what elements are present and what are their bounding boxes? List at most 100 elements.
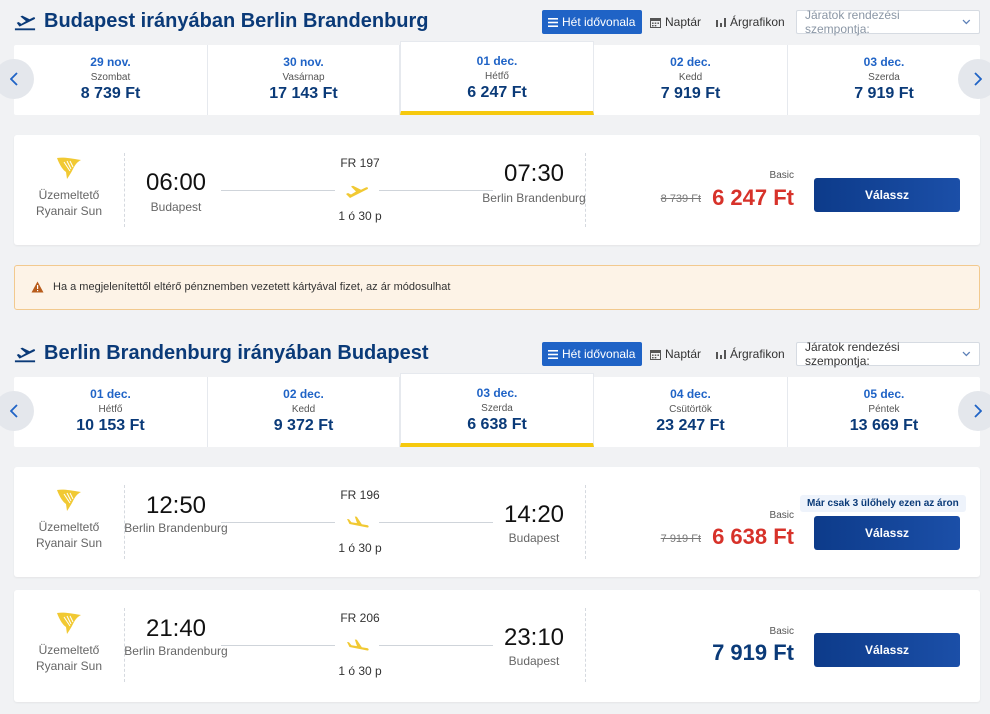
- bar-chart-icon: [716, 18, 726, 27]
- date-label: 30 nov.: [283, 55, 324, 69]
- weekday-label: Hétfő: [485, 71, 509, 82]
- date-option-selected[interactable]: 01 dec. Hétfő 6 247 Ft: [400, 41, 594, 115]
- next-dates-button[interactable]: [958, 59, 990, 99]
- plane-takeoff-icon: [14, 15, 36, 31]
- chevron-left-icon: [10, 72, 18, 86]
- flight-duration: 1 ó 30 p: [338, 664, 382, 678]
- operator-name: Ryanair Sun: [35, 204, 103, 218]
- route-line: [221, 190, 335, 191]
- warning-text: Ha a megjelenítettől eltérő pénznemben v…: [53, 281, 451, 293]
- price-chart-label: Árgrafikon: [730, 15, 785, 29]
- operator-label: Üzemeltető: [38, 520, 100, 534]
- operator-name: Ryanair Sun: [35, 536, 103, 550]
- divider: [124, 608, 125, 682]
- week-timeline-label: Hét idővonala: [562, 347, 636, 361]
- week-timeline-button[interactable]: Hét idővonala: [542, 10, 642, 34]
- date-label: 05 dec.: [863, 387, 905, 401]
- date-price: 7 919 Ft: [854, 85, 914, 102]
- date-option-selected[interactable]: 03 dec. Szerda 6 638 Ft: [400, 373, 594, 447]
- date-option[interactable]: 29 nov. Szombat 8 739 Ft: [14, 45, 208, 115]
- weekday-label: Kedd: [291, 404, 316, 415]
- inbound-date-strip: 01 dec. Hétfő 10 153 Ft 02 dec. Kedd 9 3…: [0, 373, 990, 447]
- date-option[interactable]: 02 dec. Kedd 7 919 Ft: [594, 45, 788, 115]
- date-option[interactable]: 30 nov. Vasárnap 17 143 Ft: [208, 45, 400, 115]
- price-chart-button[interactable]: Árgrafikon: [710, 10, 791, 34]
- operator-label: Üzemeltető: [38, 643, 100, 657]
- calendar-label: Naptár: [665, 347, 702, 361]
- prev-dates-button[interactable]: [0, 59, 34, 99]
- date-label: 03 dec.: [863, 55, 905, 69]
- date-option[interactable]: 04 dec. Csütörtök 23 247 Ft: [594, 377, 788, 447]
- weekday-label: Péntek: [868, 404, 900, 415]
- weekday-label: Vasárnap: [282, 72, 325, 83]
- arrival-city: Berlin Brandenburg: [482, 191, 586, 205]
- choose-flight-button[interactable]: Válassz: [814, 516, 960, 550]
- calendar-button[interactable]: Naptár: [644, 342, 707, 366]
- choose-flight-button[interactable]: Válassz: [814, 178, 960, 212]
- route-line: [379, 190, 493, 191]
- chevron-down-icon: [962, 19, 971, 25]
- weekday-label: Szerda: [481, 403, 513, 414]
- inbound-route-title: Berlin Brandenburg irányában Budapest: [44, 342, 429, 364]
- flight-number: FR 196: [340, 488, 380, 502]
- chevron-down-icon: [962, 351, 971, 357]
- flight-duration: 1 ó 30 p: [338, 541, 382, 555]
- route-line: [379, 645, 493, 646]
- calendar-button[interactable]: Naptár: [644, 10, 707, 34]
- date-option[interactable]: 02 dec. Kedd 9 372 Ft: [208, 377, 400, 447]
- divider: [124, 485, 125, 559]
- date-label: 29 nov.: [90, 55, 131, 69]
- date-label: 01 dec.: [476, 54, 518, 68]
- departure-city: Berlin Brandenburg: [124, 644, 228, 658]
- date-price: 7 919 Ft: [660, 85, 721, 102]
- divider: [585, 485, 586, 559]
- old-price: 7 919 Ft: [660, 533, 701, 545]
- arrival-city: Budapest: [508, 654, 560, 668]
- date-option[interactable]: 05 dec. Péntek 13 669 Ft: [788, 377, 980, 447]
- week-timeline-button[interactable]: Hét idővonala: [542, 342, 642, 366]
- plane-landing-icon: [347, 639, 369, 651]
- sort-select-text: Járatok rendezési szempontja:: [805, 340, 900, 368]
- weekday-label: Kedd: [678, 72, 703, 83]
- outbound-route-title: Budapest irányában Berlin Brandenburg: [44, 10, 429, 32]
- price-chart-label: Árgrafikon: [730, 347, 785, 361]
- fare-type: Basic: [769, 510, 794, 521]
- weekday-label: Szerda: [868, 72, 900, 83]
- seat-availability-badge: Már csak 3 ülőhely ezen az áron: [800, 495, 966, 512]
- date-option[interactable]: 03 dec. Szerda 7 919 Ft: [788, 45, 980, 115]
- departure-time: 21:40: [145, 615, 207, 642]
- weekday-label: Hétfő: [98, 404, 123, 415]
- outbound-date-strip: 29 nov. Szombat 8 739 Ft 30 nov. Vasárna…: [0, 41, 990, 115]
- flight-card: Üzemeltető Ryanair Sun 06:00 Budapest FR…: [14, 135, 980, 245]
- chevron-right-icon: [974, 404, 982, 418]
- sort-select-text: Járatok rendezési szempontja:: [805, 8, 900, 36]
- inbound-header: Berlin Brandenburg irányában Budapest Hé…: [14, 340, 980, 368]
- departure-city: Budapest: [150, 200, 202, 214]
- discount-price: 6 247 Ft: [712, 185, 794, 210]
- calendar-icon: [650, 17, 661, 28]
- discount-price: 6 638 Ft: [712, 524, 794, 549]
- choose-flight-button[interactable]: Válassz: [814, 633, 960, 667]
- date-price: 23 247 Ft: [656, 417, 725, 434]
- operator: Üzemeltető Ryanair Sun: [14, 608, 124, 674]
- plane-takeoff-icon: [14, 347, 36, 363]
- list-icon: [548, 349, 558, 359]
- price: 7 919 Ft: [712, 640, 794, 665]
- date-label: 01 dec.: [90, 387, 131, 401]
- prev-dates-button[interactable]: [0, 391, 34, 431]
- arrival-city: Budapest: [508, 531, 560, 545]
- sort-select[interactable]: Járatok rendezési szempontja:: [796, 340, 980, 368]
- date-price: 17 143 Ft: [269, 85, 338, 102]
- route-line: [221, 645, 335, 646]
- date-option[interactable]: 01 dec. Hétfő 10 153 Ft: [14, 377, 208, 447]
- sort-select[interactable]: Járatok rendezési szempontja:: [796, 8, 980, 36]
- operator: Üzemeltető Ryanair Sun: [14, 153, 124, 219]
- price-chart-button[interactable]: Árgrafikon: [710, 342, 791, 366]
- date-price: 10 153 Ft: [76, 417, 145, 434]
- next-dates-button[interactable]: [958, 391, 990, 431]
- flight-duration: 1 ó 30 p: [338, 209, 382, 223]
- operator: Üzemeltető Ryanair Sun: [14, 485, 124, 551]
- old-price: 8 739 Ft: [660, 193, 701, 205]
- ryanair-harp-logo: [57, 612, 81, 634]
- arrival-time: 14:20: [503, 501, 565, 528]
